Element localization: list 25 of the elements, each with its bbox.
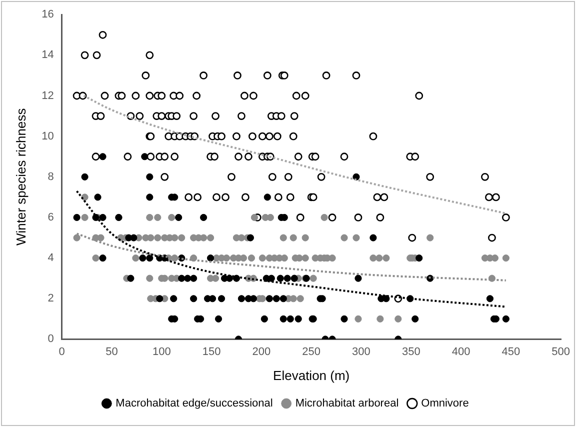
x-tick-label: 450 (502, 346, 520, 358)
y-axis-title: Winter species richness (13, 108, 28, 246)
legend-label: Macrohabitat edge/successional (116, 398, 273, 410)
x-tick-label: 500 (552, 346, 570, 358)
x-tick-label: 350 (402, 346, 420, 358)
y-tick-label: 6 (48, 212, 54, 224)
x-tick-label: 150 (202, 346, 221, 358)
y-tick-label: 12 (42, 90, 54, 102)
x-tick-label: 200 (252, 346, 271, 358)
x-tick-label: 0 (58, 346, 65, 358)
x-tick-label: 50 (106, 346, 118, 358)
y-tick-label: 4 (48, 252, 54, 264)
y-tick-label: 14 (42, 49, 54, 62)
y-tick-label: 2 (48, 292, 54, 305)
legend-label: Omnivore (421, 398, 469, 410)
x-tick-label: 250 (302, 346, 321, 358)
y-tick-label: 10 (42, 130, 54, 142)
x-tick-label: 400 (452, 346, 470, 358)
y-tick-label: 0 (48, 333, 54, 346)
x-tick-label: 100 (152, 346, 171, 358)
y-tick-label: 16 (42, 8, 54, 21)
x-tick-label: 300 (352, 346, 370, 358)
y-tick-label: 8 (48, 170, 54, 183)
x-axis-title: Elevation (m) (273, 368, 350, 383)
legend-label: Microhabitat arboreal (295, 398, 399, 410)
